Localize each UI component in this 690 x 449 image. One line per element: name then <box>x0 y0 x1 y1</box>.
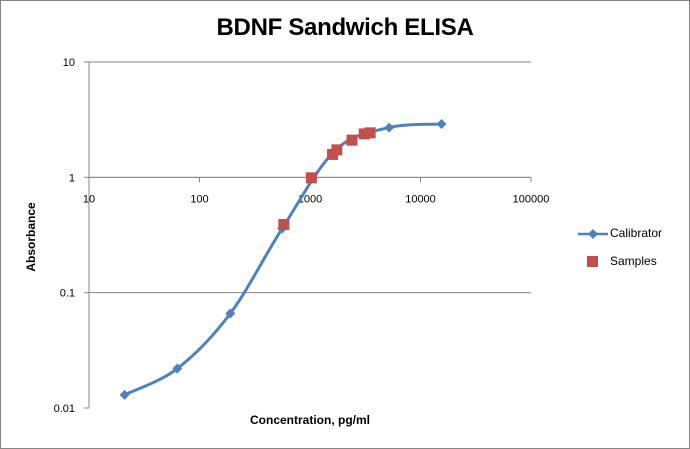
calibrator-point-6 <box>436 119 447 130</box>
x-tick-label-2: 1000 <box>298 193 322 205</box>
calibrator-point-0 <box>119 389 130 400</box>
calibrator-line <box>123 122 442 397</box>
y-tick-label-1: 0.1 <box>60 288 75 300</box>
legend-label-samples: Samples <box>610 254 657 268</box>
axes <box>84 61 532 409</box>
sample-point-5 <box>358 128 370 140</box>
chart-title: BDNF Sandwich ELISA <box>216 14 474 41</box>
x-tick-labels: 10 100 1000 10000 100000 <box>83 193 549 205</box>
x-tick-label-4: 100000 <box>513 193 550 205</box>
x-tick-label-0: 10 <box>83 193 95 205</box>
y-tick-label-0: 0.01 <box>54 403 75 415</box>
y-tick-labels: 0.01 0.1 1 10 <box>54 57 75 415</box>
calibrator-point-2 <box>225 308 236 319</box>
series-layer <box>119 119 447 400</box>
x-tick-label-1: 100 <box>190 193 208 205</box>
y-tick-label-2: 1 <box>69 172 75 184</box>
legend-samples-marker <box>587 256 598 267</box>
sample-point-0 <box>278 218 290 230</box>
calibrator-point-5 <box>384 122 395 133</box>
legend-label-calibrator: Calibrator <box>610 226 663 240</box>
sample-point-4 <box>346 134 358 146</box>
calibrator-point-1 <box>172 363 183 374</box>
legend-calibrator-marker <box>578 229 608 239</box>
x-axis-label: Concentration, pg/ml <box>250 413 370 427</box>
sample-point-1 <box>305 172 317 184</box>
sample-point-3 <box>331 144 343 156</box>
sample-point-6 <box>364 127 376 139</box>
y-tick-label-3: 10 <box>63 57 75 69</box>
x-tick-label-3: 10000 <box>405 193 436 205</box>
